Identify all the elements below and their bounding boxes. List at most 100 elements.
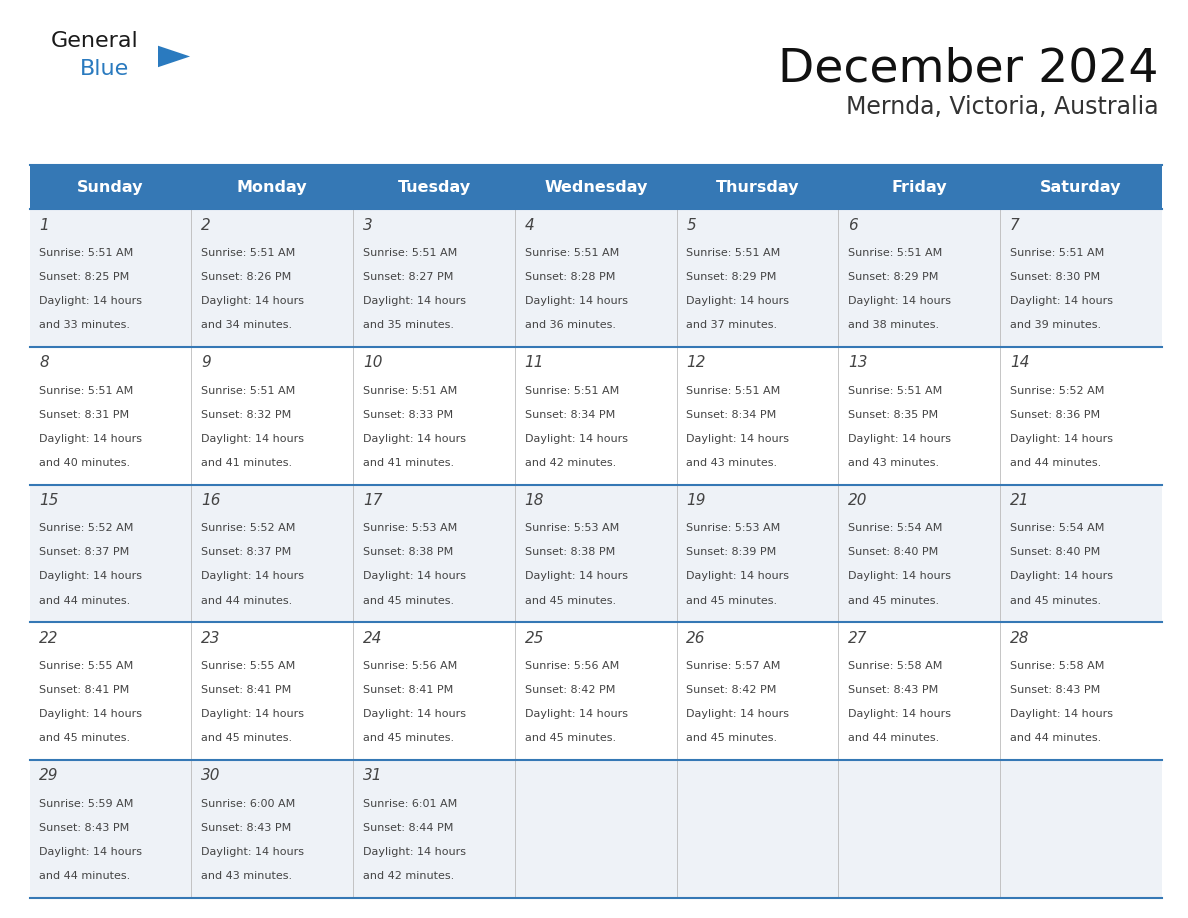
Text: and 45 minutes.: and 45 minutes.	[525, 596, 615, 606]
Text: December 2024: December 2024	[778, 47, 1158, 92]
Text: and 45 minutes.: and 45 minutes.	[362, 733, 454, 744]
Text: Daylight: 14 hours: Daylight: 14 hours	[687, 434, 789, 443]
Text: Sunrise: 5:51 AM: Sunrise: 5:51 AM	[362, 248, 457, 258]
Text: Sunset: 8:35 PM: Sunset: 8:35 PM	[848, 409, 939, 420]
Text: and 40 minutes.: and 40 minutes.	[39, 458, 131, 468]
Text: 8: 8	[39, 355, 49, 370]
Text: Wednesday: Wednesday	[544, 180, 647, 195]
Text: Daylight: 14 hours: Daylight: 14 hours	[201, 571, 304, 581]
Text: and 43 minutes.: and 43 minutes.	[687, 458, 777, 468]
Text: Daylight: 14 hours: Daylight: 14 hours	[1010, 296, 1113, 306]
Text: Sunrise: 5:55 AM: Sunrise: 5:55 AM	[201, 661, 296, 671]
Text: and 45 minutes.: and 45 minutes.	[687, 733, 777, 744]
Text: Daylight: 14 hours: Daylight: 14 hours	[525, 709, 627, 719]
Text: Daylight: 14 hours: Daylight: 14 hours	[201, 846, 304, 856]
Text: Sunrise: 5:51 AM: Sunrise: 5:51 AM	[848, 386, 942, 396]
Text: Saturday: Saturday	[1041, 180, 1121, 195]
Text: Sunrise: 5:51 AM: Sunrise: 5:51 AM	[1010, 248, 1104, 258]
Text: 25: 25	[525, 631, 544, 645]
Text: Sunrise: 5:51 AM: Sunrise: 5:51 AM	[687, 386, 781, 396]
Text: 30: 30	[201, 768, 221, 783]
Text: and 45 minutes.: and 45 minutes.	[525, 733, 615, 744]
Text: Daylight: 14 hours: Daylight: 14 hours	[39, 296, 143, 306]
Text: Daylight: 14 hours: Daylight: 14 hours	[362, 846, 466, 856]
Text: Sunset: 8:43 PM: Sunset: 8:43 PM	[201, 823, 291, 833]
Text: Sunset: 8:41 PM: Sunset: 8:41 PM	[362, 685, 453, 695]
Text: Sunset: 8:28 PM: Sunset: 8:28 PM	[525, 272, 615, 282]
Text: Daylight: 14 hours: Daylight: 14 hours	[687, 709, 789, 719]
Text: 31: 31	[362, 768, 383, 783]
Text: 9: 9	[201, 355, 211, 370]
Text: Daylight: 14 hours: Daylight: 14 hours	[362, 571, 466, 581]
Text: Daylight: 14 hours: Daylight: 14 hours	[687, 571, 789, 581]
Text: 14: 14	[1010, 355, 1029, 370]
Text: 1: 1	[39, 218, 49, 232]
Text: and 36 minutes.: and 36 minutes.	[525, 320, 615, 330]
Text: Sunset: 8:30 PM: Sunset: 8:30 PM	[1010, 272, 1100, 282]
Text: and 45 minutes.: and 45 minutes.	[39, 733, 131, 744]
Text: Sunset: 8:27 PM: Sunset: 8:27 PM	[362, 272, 454, 282]
Text: and 39 minutes.: and 39 minutes.	[1010, 320, 1101, 330]
Text: 21: 21	[1010, 493, 1029, 508]
Text: and 43 minutes.: and 43 minutes.	[848, 458, 940, 468]
Text: Sunset: 8:32 PM: Sunset: 8:32 PM	[201, 409, 291, 420]
Text: Sunrise: 5:59 AM: Sunrise: 5:59 AM	[39, 799, 134, 809]
Text: 13: 13	[848, 355, 867, 370]
Text: Sunrise: 5:51 AM: Sunrise: 5:51 AM	[362, 386, 457, 396]
Text: Monday: Monday	[236, 180, 308, 195]
Text: and 45 minutes.: and 45 minutes.	[687, 596, 777, 606]
Text: Blue: Blue	[80, 59, 128, 79]
Text: Sunset: 8:34 PM: Sunset: 8:34 PM	[687, 409, 777, 420]
Text: Sunset: 8:37 PM: Sunset: 8:37 PM	[201, 547, 291, 557]
Text: Sunrise: 5:51 AM: Sunrise: 5:51 AM	[201, 248, 296, 258]
Text: 16: 16	[201, 493, 221, 508]
Text: Friday: Friday	[891, 180, 947, 195]
Text: Sunrise: 5:52 AM: Sunrise: 5:52 AM	[39, 523, 134, 533]
Text: Sunset: 8:29 PM: Sunset: 8:29 PM	[687, 272, 777, 282]
Text: 2: 2	[201, 218, 211, 232]
Text: Sunrise: 5:58 AM: Sunrise: 5:58 AM	[848, 661, 942, 671]
Text: Sunrise: 5:53 AM: Sunrise: 5:53 AM	[362, 523, 457, 533]
Text: and 44 minutes.: and 44 minutes.	[39, 596, 131, 606]
Text: and 45 minutes.: and 45 minutes.	[362, 596, 454, 606]
Text: and 35 minutes.: and 35 minutes.	[362, 320, 454, 330]
Text: 6: 6	[848, 218, 858, 232]
Text: and 33 minutes.: and 33 minutes.	[39, 320, 131, 330]
Text: Sunset: 8:42 PM: Sunset: 8:42 PM	[687, 685, 777, 695]
Text: and 42 minutes.: and 42 minutes.	[525, 458, 615, 468]
Text: Sunset: 8:37 PM: Sunset: 8:37 PM	[39, 547, 129, 557]
Text: Sunset: 8:38 PM: Sunset: 8:38 PM	[362, 547, 453, 557]
Text: 24: 24	[362, 631, 383, 645]
Text: Sunrise: 5:55 AM: Sunrise: 5:55 AM	[39, 661, 134, 671]
Text: Sunrise: 5:54 AM: Sunrise: 5:54 AM	[848, 523, 942, 533]
Text: Sunrise: 5:53 AM: Sunrise: 5:53 AM	[687, 523, 781, 533]
Text: Daylight: 14 hours: Daylight: 14 hours	[1010, 709, 1113, 719]
Text: 7: 7	[1010, 218, 1019, 232]
Text: 12: 12	[687, 355, 706, 370]
Text: Sunset: 8:36 PM: Sunset: 8:36 PM	[1010, 409, 1100, 420]
Text: Sunrise: 5:51 AM: Sunrise: 5:51 AM	[687, 248, 781, 258]
Text: and 44 minutes.: and 44 minutes.	[201, 596, 292, 606]
Text: Sunday: Sunday	[77, 180, 144, 195]
Text: Sunset: 8:29 PM: Sunset: 8:29 PM	[848, 272, 939, 282]
Text: Sunrise: 5:51 AM: Sunrise: 5:51 AM	[39, 248, 134, 258]
Text: Sunrise: 5:53 AM: Sunrise: 5:53 AM	[525, 523, 619, 533]
Text: Daylight: 14 hours: Daylight: 14 hours	[848, 296, 952, 306]
Text: and 37 minutes.: and 37 minutes.	[687, 320, 777, 330]
Text: Sunset: 8:39 PM: Sunset: 8:39 PM	[687, 547, 777, 557]
Text: 22: 22	[39, 631, 59, 645]
Text: 11: 11	[525, 355, 544, 370]
Text: Daylight: 14 hours: Daylight: 14 hours	[848, 571, 952, 581]
Text: 26: 26	[687, 631, 706, 645]
Text: Sunrise: 5:56 AM: Sunrise: 5:56 AM	[362, 661, 457, 671]
Text: and 44 minutes.: and 44 minutes.	[1010, 733, 1101, 744]
Text: Sunrise: 5:51 AM: Sunrise: 5:51 AM	[201, 386, 296, 396]
Text: Daylight: 14 hours: Daylight: 14 hours	[39, 709, 143, 719]
Text: Sunset: 8:40 PM: Sunset: 8:40 PM	[848, 547, 939, 557]
Text: Daylight: 14 hours: Daylight: 14 hours	[201, 709, 304, 719]
Text: and 44 minutes.: and 44 minutes.	[848, 733, 940, 744]
Text: Mernda, Victoria, Australia: Mernda, Victoria, Australia	[846, 95, 1158, 118]
Text: Sunset: 8:41 PM: Sunset: 8:41 PM	[39, 685, 129, 695]
Text: and 38 minutes.: and 38 minutes.	[848, 320, 940, 330]
Text: Sunset: 8:43 PM: Sunset: 8:43 PM	[848, 685, 939, 695]
